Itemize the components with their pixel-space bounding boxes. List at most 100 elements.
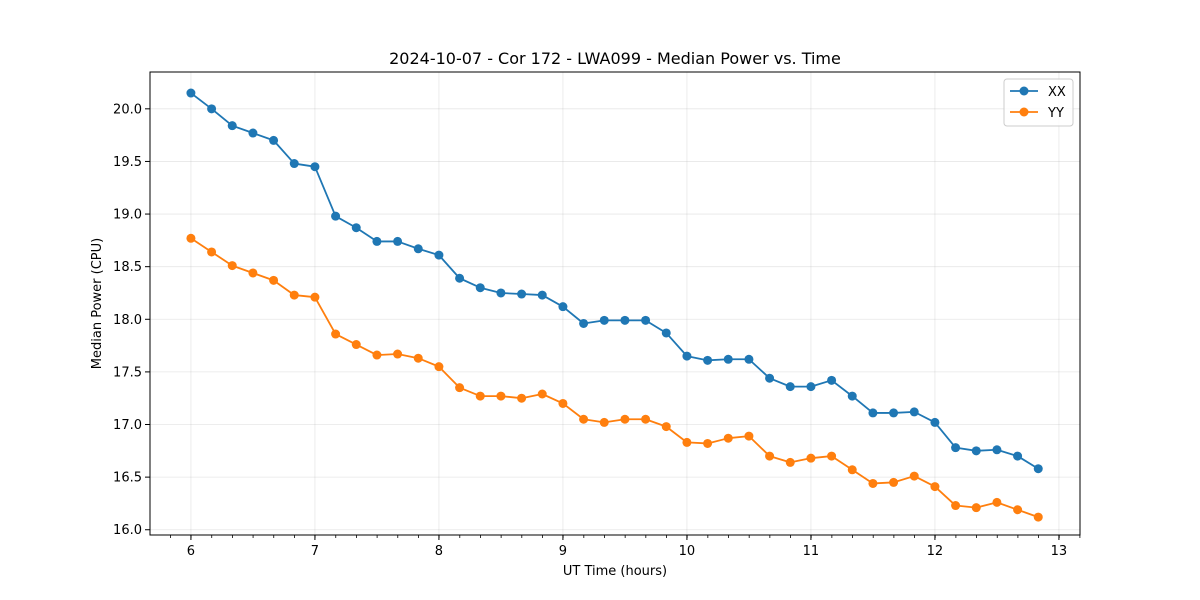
data-point-xx xyxy=(1033,464,1043,474)
data-point-xx xyxy=(372,236,382,246)
data-point-xx xyxy=(951,443,961,453)
data-point-xx xyxy=(889,408,899,418)
data-point-xx xyxy=(475,283,485,293)
data-point-yy xyxy=(641,414,651,424)
data-point-xx xyxy=(765,373,775,383)
data-point-xx xyxy=(1013,451,1023,461)
y-tick-label: 18.0 xyxy=(113,313,142,328)
x-tick-label: 10 xyxy=(679,544,696,559)
data-point-yy xyxy=(455,383,465,393)
data-point-yy xyxy=(599,417,609,427)
data-point-xx xyxy=(517,289,527,299)
data-point-xx xyxy=(827,375,837,385)
y-tick-label: 18.5 xyxy=(113,260,142,275)
data-point-yy xyxy=(703,438,713,448)
y-tick-label: 16.5 xyxy=(113,471,142,486)
x-axis-label: UT Time (hours) xyxy=(563,564,667,579)
data-point-yy xyxy=(372,350,382,360)
data-point-yy xyxy=(806,453,816,463)
data-point-yy xyxy=(661,422,671,432)
data-point-xx xyxy=(579,318,589,328)
data-point-xx xyxy=(682,351,692,361)
data-point-yy xyxy=(992,497,1002,507)
data-point-xx xyxy=(703,355,713,365)
x-tick-label: 11 xyxy=(803,544,820,559)
y-tick-label: 17.5 xyxy=(113,365,142,380)
plot-frame xyxy=(149,71,1081,536)
data-point-yy xyxy=(785,457,795,467)
y-axis: 16.0 16.5 17.0 17.5 18.0 18.5 19.0 19.5 20.0 xyxy=(113,102,150,538)
y-tick-label: 20.0 xyxy=(113,102,142,117)
data-point-xx xyxy=(496,288,506,298)
data-point-xx xyxy=(930,417,940,427)
data-point-yy xyxy=(331,329,341,339)
data-point-yy xyxy=(393,349,403,359)
data-point-xx xyxy=(310,162,320,172)
data-point-yy xyxy=(558,398,568,408)
data-point-yy xyxy=(868,478,878,488)
data-point-xx xyxy=(227,121,237,131)
data-point-yy xyxy=(413,353,423,363)
data-point-yy xyxy=(951,501,961,511)
legend-label-xx: XX xyxy=(1048,85,1066,100)
x-tick-label: 9 xyxy=(559,544,567,559)
data-point-xx xyxy=(289,159,299,169)
series-layer xyxy=(186,88,1043,522)
data-point-yy xyxy=(723,433,733,443)
data-point-yy xyxy=(765,451,775,461)
data-point-xx xyxy=(331,211,341,221)
data-point-xx xyxy=(971,446,981,456)
data-point-xx xyxy=(269,135,279,145)
data-point-xx xyxy=(620,315,630,325)
y-tick-label: 19.0 xyxy=(113,208,142,223)
data-point-xx xyxy=(558,302,568,312)
data-point-yy xyxy=(847,465,857,475)
data-point-xx xyxy=(661,328,671,338)
x-axis: 6 7 8 9 10 11 12 13 xyxy=(169,535,1081,559)
data-point-yy xyxy=(744,431,754,441)
data-point-yy xyxy=(827,451,837,461)
data-point-yy xyxy=(475,391,485,401)
x-tick-label: 8 xyxy=(435,544,443,559)
data-point-xx xyxy=(785,382,795,392)
legend-marker-yy xyxy=(1019,107,1029,117)
data-point-yy xyxy=(579,414,589,424)
legend-marker-xx xyxy=(1019,86,1029,96)
data-point-yy xyxy=(289,290,299,300)
data-point-yy xyxy=(351,340,361,350)
y-axis-label: Median Power (CPU) xyxy=(90,238,105,369)
data-point-yy xyxy=(909,471,919,481)
data-point-xx xyxy=(992,445,1002,455)
data-point-yy xyxy=(269,275,279,285)
chart-title: 2024-10-07 - Cor 172 - LWA099 - Median P… xyxy=(389,49,841,68)
data-point-xx xyxy=(909,407,919,417)
data-point-yy xyxy=(889,477,899,487)
data-point-xx xyxy=(434,250,444,260)
legend: XX YY xyxy=(1003,78,1074,127)
data-point-yy xyxy=(207,247,217,257)
data-point-yy xyxy=(1013,505,1023,515)
data-point-yy xyxy=(682,437,692,447)
data-point-xx xyxy=(599,315,609,325)
data-point-yy xyxy=(517,393,527,403)
data-point-yy xyxy=(186,233,196,243)
data-point-yy xyxy=(496,391,506,401)
x-tick-label: 13 xyxy=(1051,544,1068,559)
x-tick-label: 7 xyxy=(311,544,319,559)
y-tick-label: 19.5 xyxy=(113,155,142,170)
data-point-xx xyxy=(744,354,754,364)
y-tick-label: 16.0 xyxy=(113,523,142,538)
data-point-xx xyxy=(207,104,217,114)
data-point-xx xyxy=(186,88,196,98)
data-point-yy xyxy=(227,261,237,271)
data-point-yy xyxy=(620,414,630,424)
data-point-xx xyxy=(455,273,465,283)
data-point-xx xyxy=(248,128,258,138)
data-point-yy xyxy=(310,292,320,302)
data-point-yy xyxy=(930,482,940,492)
data-point-yy xyxy=(1033,512,1043,522)
y-tick-label: 17.0 xyxy=(113,418,142,433)
data-point-xx xyxy=(641,315,651,325)
data-point-xx xyxy=(413,244,423,254)
